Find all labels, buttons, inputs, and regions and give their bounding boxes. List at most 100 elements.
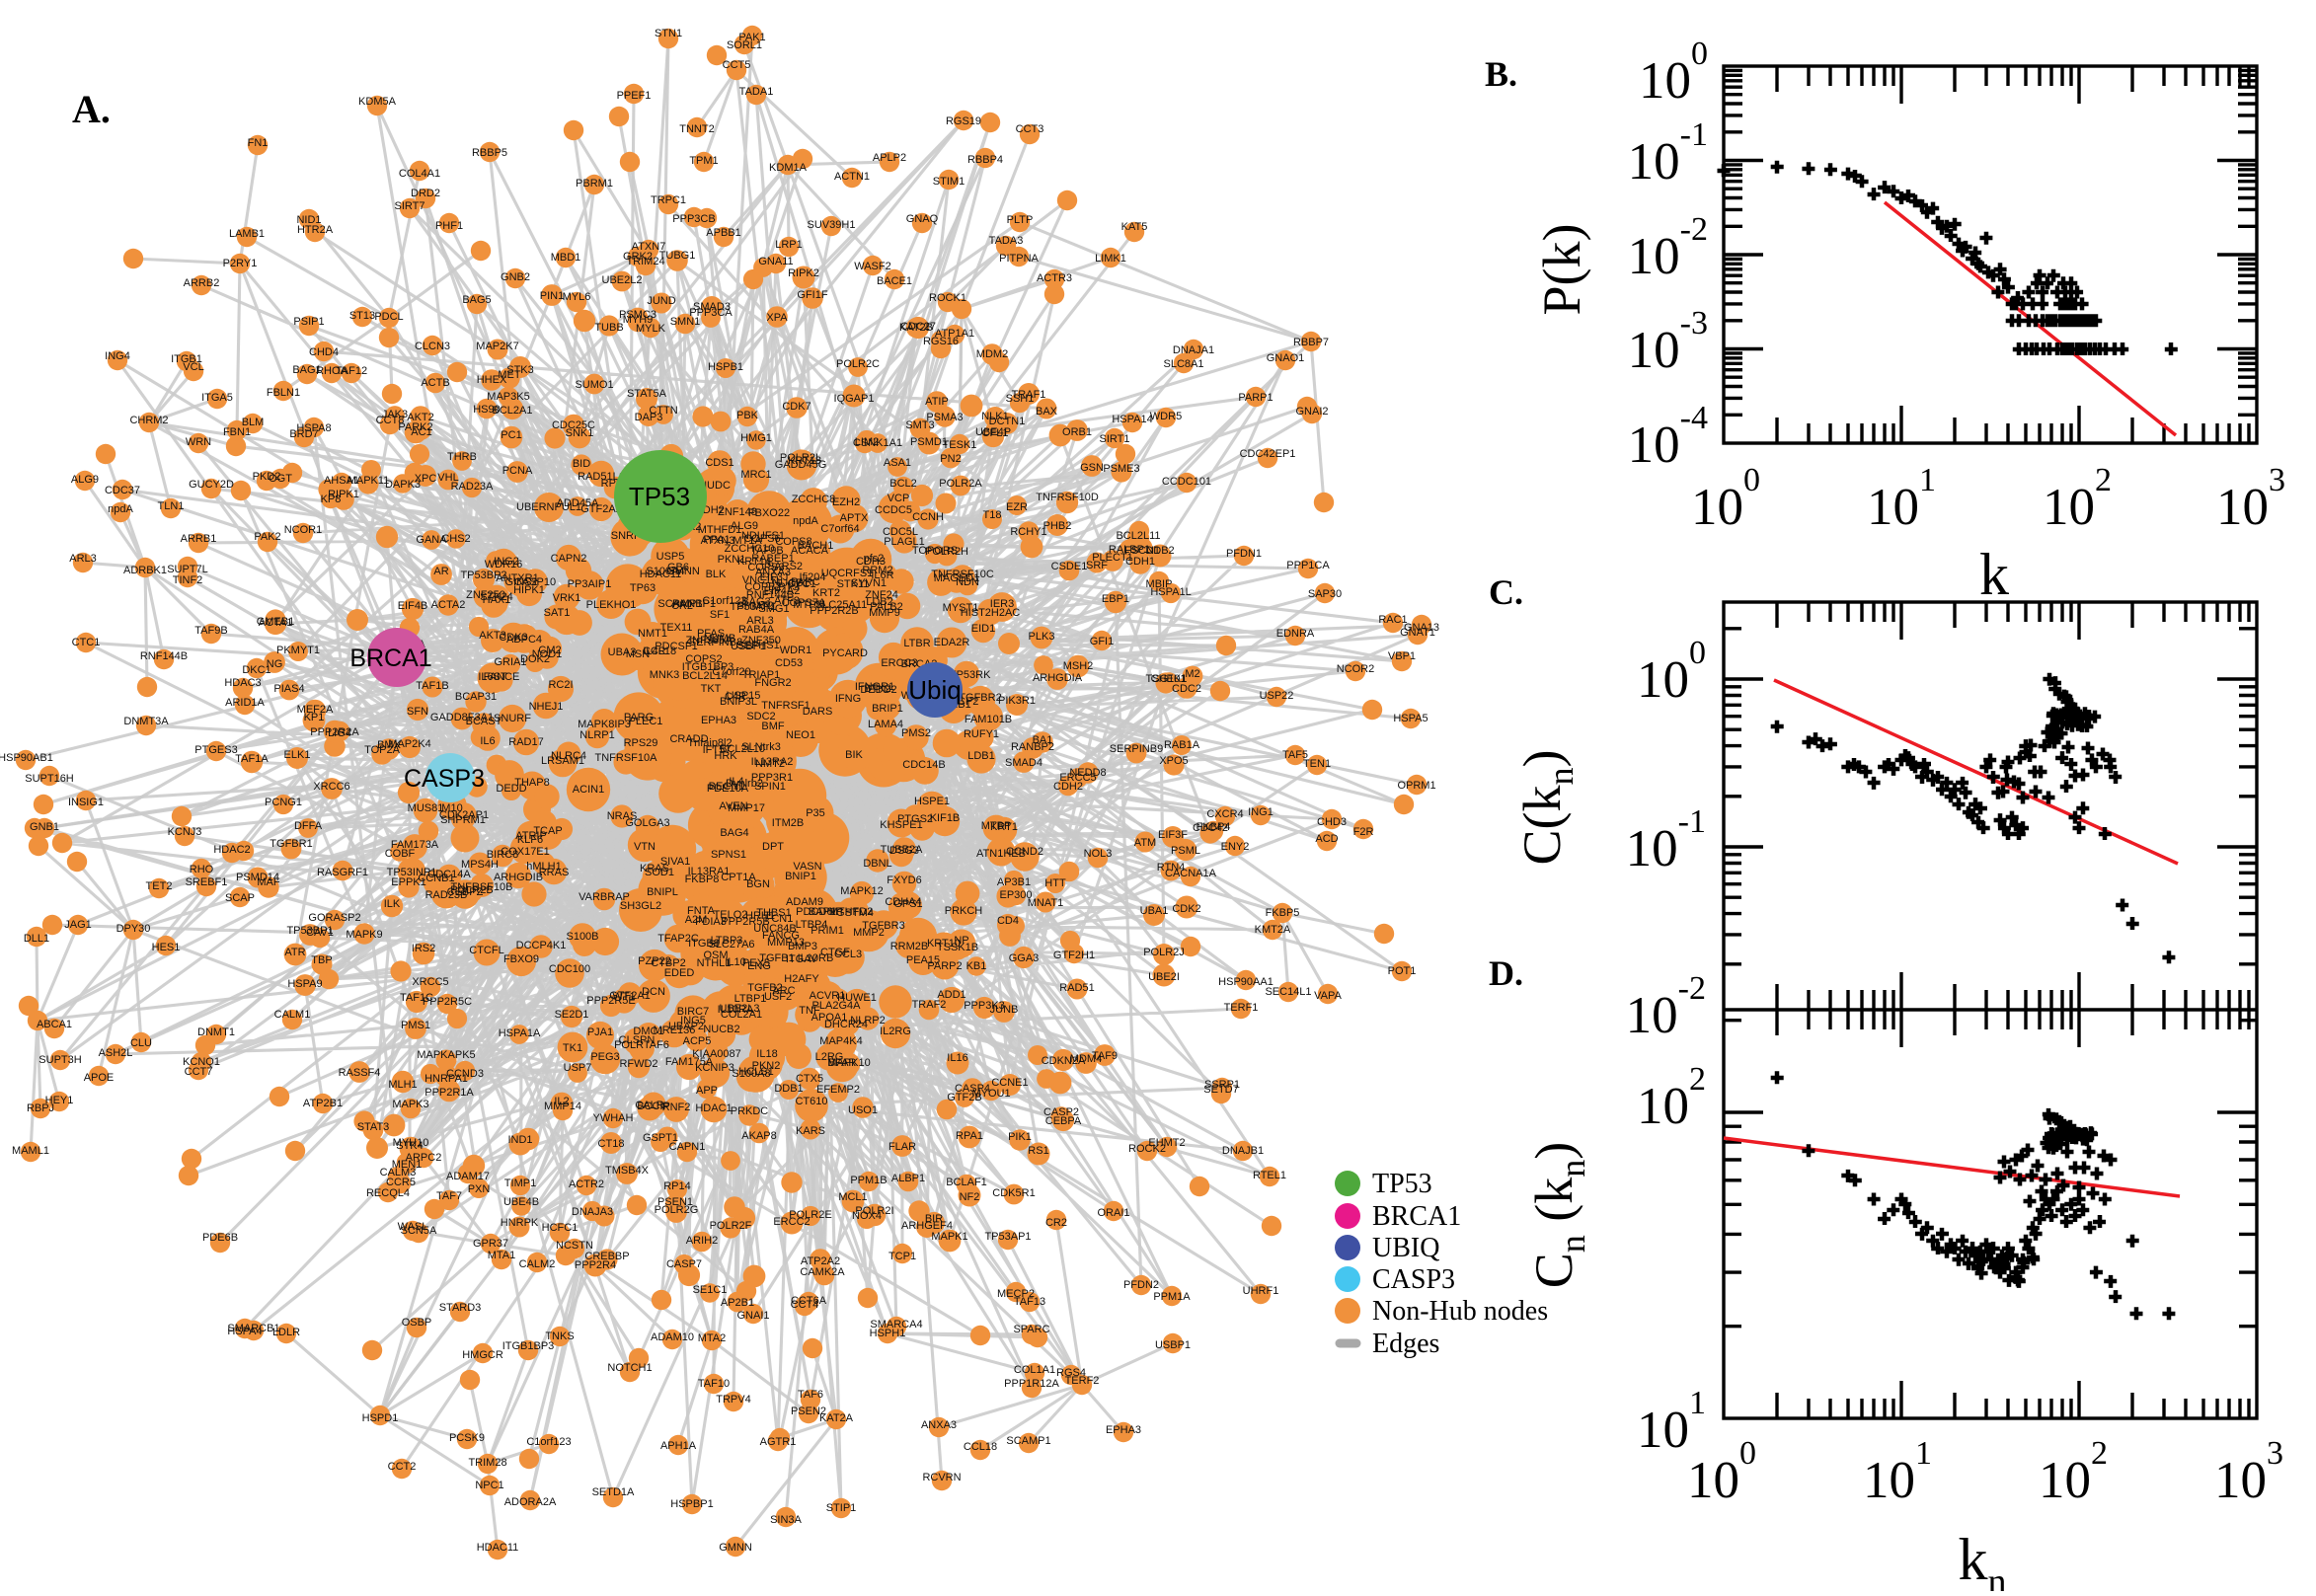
svg-text:KLF6: KLF6	[517, 834, 543, 846]
svg-text:FSCN1: FSCN1	[1124, 545, 1160, 557]
svg-text:GNB1: GNB1	[30, 821, 59, 833]
svg-text:GPR37: GPR37	[473, 1238, 508, 1250]
svg-text:PXN: PXN	[468, 1183, 491, 1195]
svg-text:MAPK12: MAPK12	[840, 885, 883, 897]
svg-text:C(kn): C(kn)	[1512, 750, 1581, 866]
svg-text:SUV39H1: SUV39H1	[808, 219, 856, 231]
svg-text:MAP4K4: MAP4K4	[819, 1035, 862, 1047]
svg-text:PC1: PC1	[501, 429, 521, 441]
svg-text:XPO5: XPO5	[1159, 755, 1188, 767]
svg-text:IL6: IL6	[480, 735, 495, 747]
svg-text:FBLN1: FBLN1	[267, 387, 300, 399]
svg-text:ADAM10: ADAM10	[651, 1331, 694, 1343]
svg-text:ARL3: ARL3	[69, 553, 97, 565]
svg-text:CEBPZ: CEBPZ	[447, 886, 484, 898]
svg-text:SUPT7L: SUPT7L	[167, 564, 208, 575]
svg-text:NLK1: NLK1	[981, 411, 1009, 422]
svg-text:PPA1: PPA1	[703, 534, 730, 546]
svg-text:RASSF4: RASSF4	[339, 1067, 381, 1079]
svg-text:CR2: CR2	[1045, 1217, 1067, 1229]
svg-text:ALG9: ALG9	[71, 474, 99, 486]
svg-text:ALG9: ALG9	[731, 520, 758, 532]
svg-text:BCAST: BCAST	[466, 716, 502, 727]
svg-text:KB1: KB1	[966, 960, 987, 972]
svg-text:DNMT3A: DNMT3A	[123, 716, 169, 727]
svg-text:CAV1: CAV1	[306, 927, 334, 939]
svg-text:BCL2L11: BCL2L11	[1116, 530, 1160, 542]
svg-text:ASH2L: ASH2L	[99, 1047, 133, 1059]
svg-text:RIPK1: RIPK1	[328, 489, 359, 500]
svg-text:MYST1: MYST1	[943, 602, 979, 614]
svg-text:ACD: ACD	[1315, 833, 1338, 845]
svg-text:GOLGA3: GOLGA3	[625, 817, 669, 829]
svg-text:ARL3: ARL3	[746, 615, 774, 627]
svg-text:ORAI1: ORAI1	[1097, 1207, 1129, 1219]
svg-text:BECN1: BECN1	[709, 781, 745, 793]
svg-text:ANXA3: ANXA3	[755, 567, 791, 578]
svg-text:GSPT1: GSPT1	[643, 1132, 678, 1144]
svg-text:ARHGDIA: ARHGDIA	[1033, 672, 1083, 684]
svg-text:POLR2I: POLR2I	[855, 1205, 893, 1217]
svg-text:BTK2: BTK2	[864, 683, 891, 695]
svg-text:MAPK8IP3: MAPK8IP3	[578, 719, 631, 730]
svg-text:PLA2G4A: PLA2G4A	[812, 1000, 862, 1012]
svg-text:UBAP2: UBAP2	[668, 1021, 704, 1032]
svg-text:EIF3J: EIF3J	[760, 571, 789, 583]
svg-text:CTCFL: CTCFL	[469, 945, 503, 956]
svg-text:UHRF1: UHRF1	[1243, 1285, 1279, 1297]
svg-text:Dynlrb2: Dynlrb2	[726, 778, 763, 790]
svg-text:SCAMP1: SCAMP1	[657, 598, 702, 610]
svg-text:GADD45G: GADD45G	[775, 459, 827, 471]
svg-text:TP53INP1: TP53INP1	[387, 867, 437, 878]
svg-text:PSEN2: PSEN2	[791, 1406, 826, 1417]
svg-text:ARC: ARC	[772, 985, 795, 997]
svg-text:USP7: USP7	[564, 1062, 592, 1074]
svg-text:RALBP1: RALBP1	[1109, 544, 1150, 556]
svg-text:TRIM28: TRIM28	[468, 1457, 506, 1469]
svg-text:TGFBR3: TGFBR3	[862, 920, 904, 932]
svg-text:ZNF148: ZNF148	[718, 506, 757, 518]
svg-text:SHMT2: SHMT2	[736, 600, 773, 612]
svg-text:MDM2: MDM2	[976, 348, 1008, 360]
svg-text:HSPA1A: HSPA1A	[499, 1027, 541, 1039]
svg-text:MET: MET	[498, 369, 521, 381]
svg-text:DHCR24: DHCR24	[824, 1019, 868, 1030]
svg-text:HHEX: HHEX	[477, 374, 507, 386]
svg-text:CDC14B: CDC14B	[902, 759, 945, 771]
svg-text:BA1: BA1	[1033, 734, 1053, 746]
svg-text:SLC8A1: SLC8A1	[1164, 358, 1204, 370]
svg-text:GNAI2: GNAI2	[1295, 406, 1328, 418]
svg-text:SE2D1: SE2D1	[555, 1009, 589, 1021]
svg-text:BIRC7: BIRC7	[677, 1006, 709, 1018]
svg-text:MAF: MAF	[257, 876, 280, 888]
svg-text:SRF: SRF	[1086, 560, 1108, 571]
svg-text:IL6ST: IL6ST	[478, 671, 507, 683]
svg-text:MAP2K4: MAP2K4	[388, 738, 430, 750]
svg-text:RASGRF1: RASGRF1	[317, 867, 368, 878]
svg-text:TAF7: TAF7	[436, 1190, 462, 1202]
svg-text:PEG3: PEG3	[590, 1051, 619, 1063]
svg-text:PRKCH: PRKCH	[945, 905, 983, 917]
svg-text:PSEN1: PSEN1	[657, 1196, 693, 1208]
svg-text:UBE2L2: UBE2L2	[602, 274, 643, 286]
svg-text:BIR: BIR	[925, 1213, 943, 1225]
svg-text:SLC27A6: SLC27A6	[708, 939, 754, 950]
svg-text:TADA1: TADA1	[739, 86, 774, 98]
svg-text:HAX1: HAX1	[483, 594, 511, 606]
svg-text:TCP1: TCP1	[888, 1251, 916, 1262]
svg-text:RTEL1: RTEL1	[1253, 1170, 1286, 1181]
svg-text:SOD1: SOD1	[645, 867, 674, 878]
svg-text:DPT: DPT	[762, 841, 784, 853]
svg-text:RECQL4: RECQL4	[366, 1187, 410, 1199]
svg-text:M2: M2	[1185, 668, 1199, 680]
svg-text:PRKDC: PRKDC	[731, 1105, 769, 1117]
svg-text:CDC42EP1: CDC42EP1	[1240, 448, 1296, 460]
svg-text:TMSB4X: TMSB4X	[605, 1165, 650, 1177]
svg-text:HSP90AB1: HSP90AB1	[0, 752, 53, 764]
svg-text:CCNB1: CCNB1	[418, 873, 454, 884]
svg-text:TUBG1: TUBG1	[659, 250, 696, 262]
svg-text:MMP9: MMP9	[869, 607, 900, 619]
svg-text:SIVA1: SIVA1	[660, 856, 690, 868]
svg-text:NCSTN: NCSTN	[556, 1240, 593, 1252]
svg-text:GADD8F3A1: GADD8F3A1	[430, 712, 494, 723]
